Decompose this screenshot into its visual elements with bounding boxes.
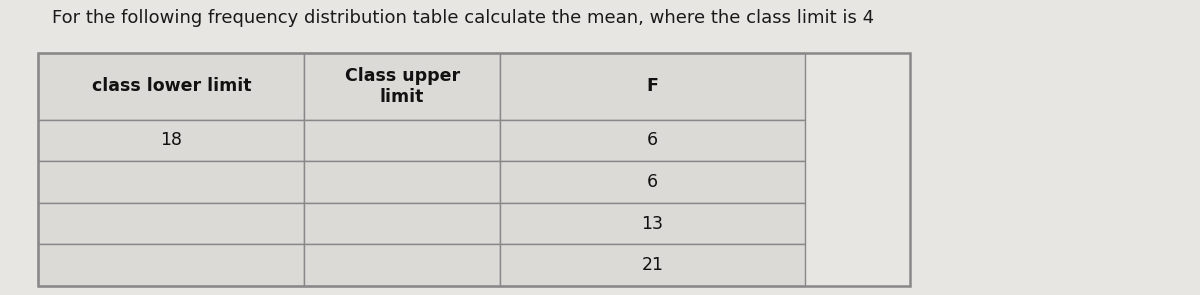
Bar: [304, 53, 500, 119]
Bar: [38, 203, 304, 245]
Bar: [500, 161, 805, 203]
Bar: [304, 119, 500, 161]
Bar: [500, 203, 805, 245]
Text: F: F: [647, 77, 659, 95]
Bar: [304, 161, 500, 203]
Bar: [304, 53, 500, 119]
Bar: [38, 203, 304, 245]
Bar: [500, 245, 805, 286]
Bar: [304, 161, 500, 203]
Bar: [38, 119, 304, 161]
Bar: [500, 203, 805, 245]
Text: Class upper
limit: Class upper limit: [344, 67, 460, 106]
Text: 18: 18: [161, 131, 182, 149]
Text: class lower limit: class lower limit: [91, 77, 251, 95]
Bar: [38, 245, 304, 286]
Bar: [38, 119, 304, 161]
Bar: [500, 119, 805, 161]
Text: For the following frequency distribution table calculate the mean, where the cla: For the following frequency distribution…: [52, 9, 874, 27]
Text: 13: 13: [642, 215, 664, 233]
Text: 21: 21: [642, 256, 664, 274]
Bar: [38, 161, 304, 203]
Bar: [38, 53, 304, 119]
Bar: [500, 119, 805, 161]
Bar: [304, 245, 500, 286]
Bar: [38, 245, 304, 286]
Bar: [500, 53, 805, 119]
Bar: [304, 245, 500, 286]
Bar: [38, 53, 304, 119]
Text: 6: 6: [647, 131, 658, 149]
Bar: [304, 119, 500, 161]
Bar: [500, 245, 805, 286]
Bar: [500, 53, 805, 119]
Bar: [38, 53, 910, 286]
Bar: [304, 203, 500, 245]
Bar: [500, 161, 805, 203]
Bar: [304, 203, 500, 245]
Bar: [38, 161, 304, 203]
Text: 6: 6: [647, 173, 658, 191]
